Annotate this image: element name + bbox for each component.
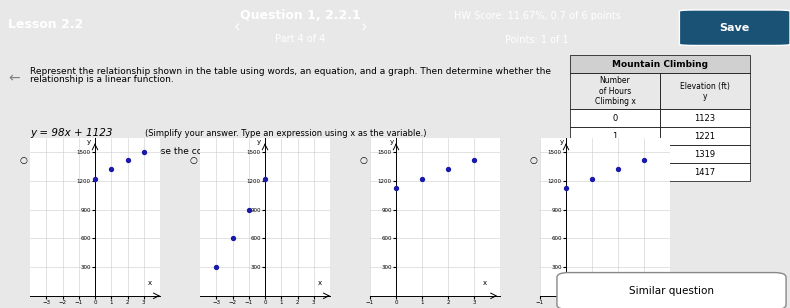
- Bar: [660, 109, 750, 127]
- Text: (Simplify your answer. Type an expression using x as the variable.): (Simplify your answer. Type an expressio…: [145, 129, 427, 138]
- Point: [611, 167, 624, 172]
- Bar: [570, 163, 660, 181]
- Text: Lesson 2.2: Lesson 2.2: [8, 18, 83, 31]
- Text: 1417: 1417: [694, 168, 716, 177]
- Point: [137, 149, 150, 154]
- Text: Represent the relationship shown in the table using words, an equation, and a gr: Represent the relationship shown in the …: [30, 67, 551, 76]
- Text: ○ B.: ○ B.: [190, 156, 210, 165]
- Bar: [660, 163, 750, 181]
- Point: [585, 176, 598, 181]
- Text: ○ D.: ○ D.: [530, 156, 551, 165]
- Bar: [570, 55, 750, 73]
- Text: HW Score: 11.67%, 0.7 of 6 points: HW Score: 11.67%, 0.7 of 6 points: [453, 10, 621, 21]
- Text: relationship is a linear function.: relationship is a linear function.: [30, 75, 174, 84]
- Text: ←: ←: [8, 71, 20, 85]
- Text: Save: Save: [720, 23, 750, 33]
- Point: [226, 236, 239, 241]
- Text: y: y: [560, 139, 564, 145]
- Text: Part 4 of 4: Part 4 of 4: [275, 34, 325, 44]
- Text: Mountain Climbing: Mountain Climbing: [612, 60, 708, 69]
- Bar: [570, 145, 660, 163]
- Point: [88, 176, 101, 181]
- Text: Elevation (ft)
y: Elevation (ft) y: [680, 82, 730, 101]
- Bar: [660, 127, 750, 145]
- Text: 0: 0: [612, 114, 618, 123]
- Text: x: x: [653, 280, 656, 286]
- Text: Number
of Hours
Climbing x: Number of Hours Climbing x: [595, 76, 635, 106]
- Text: Graph the relationship. Choose the correct graph below.: Graph the relationship. Choose the corre…: [30, 147, 284, 156]
- Text: 1123: 1123: [694, 114, 716, 123]
- Bar: [660, 145, 750, 163]
- Point: [442, 167, 454, 172]
- Text: y: y: [86, 139, 91, 145]
- Text: 3: 3: [612, 168, 618, 177]
- Text: 2: 2: [612, 150, 618, 159]
- Point: [121, 157, 134, 162]
- Text: 1319: 1319: [694, 150, 716, 159]
- Text: Question 1, 2.2.1: Question 1, 2.2.1: [240, 9, 360, 22]
- Point: [105, 167, 118, 172]
- Text: ○ C.: ○ C.: [360, 156, 380, 165]
- Text: 1: 1: [612, 132, 618, 141]
- Bar: [660, 73, 750, 109]
- Text: x: x: [149, 280, 152, 286]
- Text: y: y: [390, 139, 394, 145]
- Text: y: y: [257, 139, 261, 145]
- Point: [416, 176, 428, 181]
- Bar: [570, 109, 660, 127]
- Text: x: x: [483, 280, 487, 286]
- Text: ›: ›: [360, 19, 367, 37]
- Point: [559, 186, 572, 191]
- Text: Points: 1 of 1: Points: 1 of 1: [506, 35, 569, 45]
- Bar: [570, 73, 660, 109]
- Point: [468, 157, 480, 162]
- Bar: [570, 127, 660, 145]
- Point: [389, 186, 402, 191]
- Point: [243, 207, 255, 212]
- Text: x: x: [318, 280, 322, 286]
- Text: ○ A.: ○ A.: [20, 156, 40, 165]
- Point: [210, 265, 223, 270]
- Point: [638, 157, 650, 162]
- FancyBboxPatch shape: [679, 10, 790, 46]
- Text: ‹: ‹: [234, 19, 240, 37]
- Point: [258, 176, 271, 181]
- Text: 1221: 1221: [694, 132, 716, 141]
- Text: Similar question: Similar question: [629, 286, 714, 296]
- Text: y = 98x + 1123: y = 98x + 1123: [30, 128, 112, 138]
